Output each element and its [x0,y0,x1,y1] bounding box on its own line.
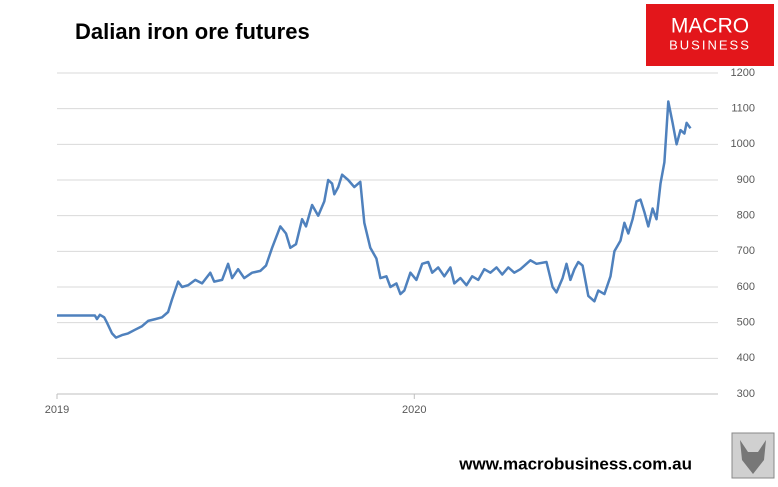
y-tick-label: 700 [737,245,755,257]
y-tick-label: 800 [737,210,755,222]
website: www.macrobusiness.com.au [458,454,692,473]
logo-text: MACRO [671,15,749,38]
x-tick-label: 2020 [402,404,426,416]
chart-title: Dalian iron ore futures [75,19,310,44]
logo-box [646,4,774,66]
data-line [57,100,692,339]
y-tick-label: 300 [737,388,755,400]
y-tick-label: 600 [737,281,755,293]
y-tick-label: 1000 [731,138,755,150]
y-tick-label: 400 [737,352,755,364]
logo-text: BUSINESS [669,37,751,52]
y-tick-label: 500 [737,317,755,329]
wolf-icon [740,440,766,474]
y-tick-label: 1100 [731,103,755,115]
y-tick-label: 1200 [731,67,755,79]
y-tick-label: 900 [737,174,755,186]
x-tick-label: 2019 [45,404,69,416]
